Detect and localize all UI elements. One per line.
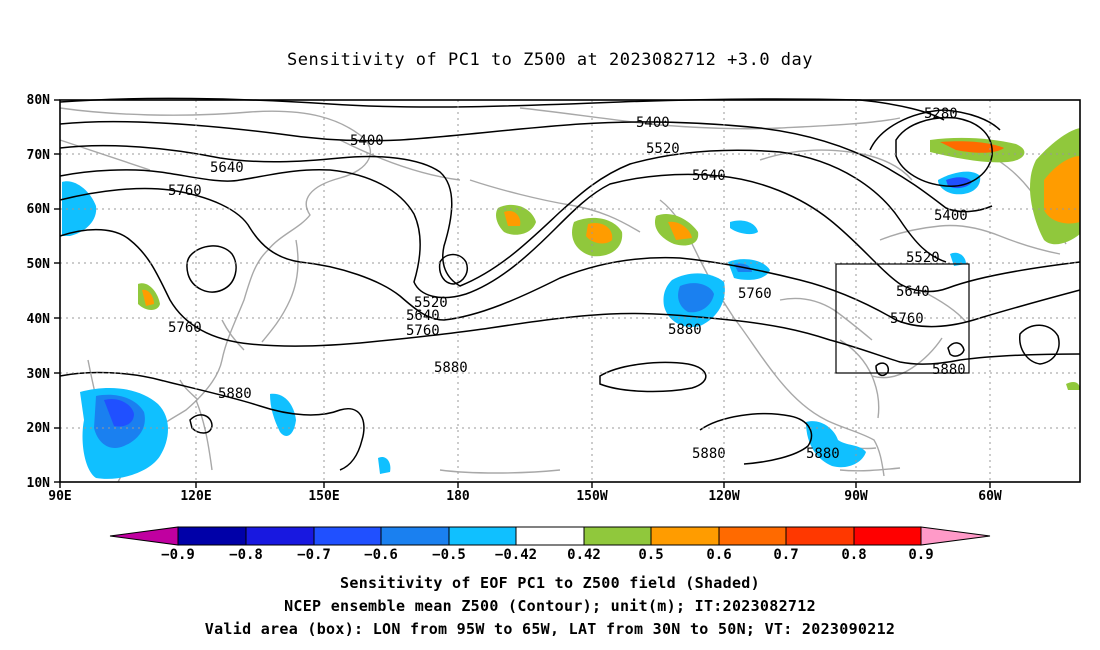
lat-label-60n: 60N bbox=[27, 202, 51, 217]
colorbar-cell bbox=[785, 526, 855, 546]
contour-label: 5880 bbox=[668, 322, 702, 338]
lat-label-30n: 30N bbox=[27, 367, 51, 382]
lon-label-120e: 120E bbox=[180, 489, 211, 504]
axis-ticks bbox=[54, 99, 991, 488]
colorbar-cell bbox=[448, 526, 517, 546]
colorbar-high-arrow bbox=[920, 526, 991, 546]
contour-label: 5760 bbox=[168, 183, 202, 199]
gridlines bbox=[60, 100, 1080, 482]
lat-label-50n: 50N bbox=[27, 257, 51, 272]
colorbar-label: −0.8 bbox=[229, 547, 263, 563]
lon-label-150w: 150W bbox=[576, 489, 607, 504]
colorbar-label: 0.42 bbox=[567, 547, 601, 563]
valid-area-box bbox=[835, 263, 970, 374]
lon-label-180: 180 bbox=[446, 489, 470, 504]
lon-label-150e: 150E bbox=[308, 489, 339, 504]
lat-label-80n: 80N bbox=[27, 93, 51, 108]
colorbar-low-arrow bbox=[109, 526, 179, 546]
colorbar-cell bbox=[313, 526, 382, 546]
contour-label: 5880 bbox=[434, 360, 468, 376]
caption-contour: NCEP ensemble mean Z500 (Contour); unit(… bbox=[284, 597, 816, 615]
contour-label: 5880 bbox=[218, 386, 252, 402]
colorbar-label: −0.9 bbox=[161, 547, 195, 563]
contour-label: 5520 bbox=[414, 295, 448, 311]
colorbar-label: −0.7 bbox=[297, 547, 331, 563]
contour-label: 5400 bbox=[350, 133, 384, 149]
colorbar-label: 0.5 bbox=[638, 547, 663, 563]
colorbar-cell bbox=[380, 526, 450, 546]
colorbar-label: −0.42 bbox=[495, 547, 537, 563]
caption-valid-area: Valid area (box): LON from 95W to 65W, L… bbox=[204, 620, 896, 638]
contour-label: 5760 bbox=[738, 286, 772, 302]
contour-label: 5280 bbox=[924, 106, 958, 122]
colorbar-label: −0.6 bbox=[364, 547, 398, 563]
contour-label: 5400 bbox=[934, 208, 968, 224]
contour-label: 5640 bbox=[896, 284, 930, 300]
contour-label: 5880 bbox=[692, 446, 726, 462]
colorbar-label: −0.5 bbox=[432, 547, 466, 563]
colorbar-cell bbox=[177, 526, 247, 546]
colorbar-cell bbox=[515, 526, 585, 546]
contour-label: 5760 bbox=[168, 320, 202, 336]
colorbar-label: 0.6 bbox=[706, 547, 731, 563]
lon-label-120w: 120W bbox=[708, 489, 739, 504]
contour-label: 5760 bbox=[406, 323, 440, 339]
colorbar-cell bbox=[718, 526, 787, 546]
caption-shaded: Sensitivity of EOF PC1 to Z500 field (Sh… bbox=[340, 574, 760, 592]
colorbar-label: 0.7 bbox=[773, 547, 798, 563]
colorbar-label: 0.9 bbox=[908, 547, 933, 563]
lat-label-40n: 40N bbox=[27, 312, 51, 327]
colorbar-cell bbox=[245, 526, 315, 546]
contour-label: 5520 bbox=[906, 250, 940, 266]
colorbar: −0.9 −0.8 −0.7 −0.6 −0.5 −0.42 0.42 0.5 … bbox=[109, 526, 991, 563]
figure-title: Sensitivity of PC1 to Z500 at 2023082712… bbox=[286, 50, 813, 70]
lon-label-90w: 90W bbox=[844, 489, 868, 504]
contour-labels: 5280 5400 5400 5400 5520 5520 5520 5640 … bbox=[168, 106, 968, 462]
longitude-labels: 90E 120E 150E 180 150W 120W 90W 60W bbox=[48, 489, 1002, 504]
lat-label-70n: 70N bbox=[27, 148, 51, 163]
colorbar-cell bbox=[583, 526, 652, 546]
colorbar-cell bbox=[650, 526, 720, 546]
lat-label-10n: 10N bbox=[27, 476, 51, 491]
colorbar-label: 0.8 bbox=[841, 547, 866, 563]
lat-label-20n: 20N bbox=[27, 421, 51, 436]
contour-label: 5880 bbox=[932, 362, 966, 378]
contour-label: 5520 bbox=[646, 141, 680, 157]
contour-label: 5640 bbox=[406, 308, 440, 324]
contour-label: 5760 bbox=[890, 311, 924, 327]
contour-label: 5640 bbox=[692, 168, 726, 184]
contour-label: 5880 bbox=[806, 446, 840, 462]
coastlines bbox=[59, 107, 1067, 483]
lon-label-60w: 60W bbox=[978, 489, 1002, 504]
colorbar-cell bbox=[853, 526, 922, 546]
contour-label: 5400 bbox=[636, 115, 670, 131]
contour-label: 5640 bbox=[210, 160, 244, 176]
lon-label-90e: 90E bbox=[48, 489, 71, 504]
latitude-labels: 80N 70N 60N 50N 40N 30N 20N 10N bbox=[27, 93, 51, 491]
map-frame bbox=[59, 99, 1081, 483]
